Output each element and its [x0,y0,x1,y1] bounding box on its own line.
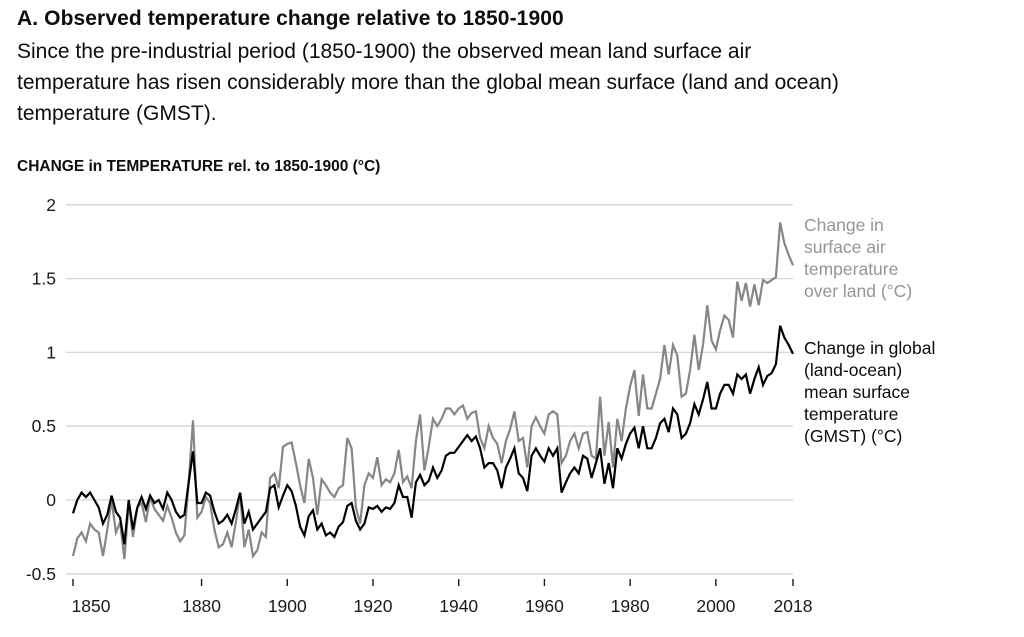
y-tick-label: 1 [46,342,56,362]
temperature-line-chart: 2 1.5 1 0.5 0 -0.5 1850 1880 1900 1920 1940 1960 198… [26,195,813,616]
text-line: temperature (GMST). [17,102,217,125]
x-tick-label: 1900 [268,596,307,616]
gmst-series-line [71,325,794,545]
x-tick-label: 1960 [525,596,564,616]
x-tick-label: 1880 [182,596,221,616]
x-tick-label: 1940 [439,596,478,616]
text-line: over land (°C) [804,281,913,301]
legend-gmst-series: Change in global (land-ocean) mean surface… [804,337,964,447]
text-line: temperature [804,404,899,424]
text-line: surface air [804,237,886,257]
text-line: temperature [804,259,899,279]
text-line: Change in [804,215,884,235]
text-line: temperature has risen considerably more … [17,71,839,94]
x-tick-label: 2018 [774,596,813,616]
text-line: (GMST) (°C) [804,426,903,446]
text-line: mean surface [804,382,911,402]
legend-land-series: Change in surface air temperature over land… [804,214,954,302]
y-tick-label: 0 [46,490,56,510]
y-tick-label: -0.5 [26,564,56,584]
x-tick-label: 2000 [696,596,735,616]
land-series-line [71,222,795,560]
y-axis-title: CHANGE in TEMPERATURE rel. to 1850-1900 … [17,158,381,175]
figure-title: A. Observed temperature change relative … [17,7,564,30]
y-tick-label: 0.5 [32,416,56,436]
x-tick-label: 1850 [72,596,111,616]
text-line: Change in global [804,338,936,358]
x-tick-label: 1920 [354,596,393,616]
y-tick-label: 1.5 [32,269,56,289]
text-line: (land-ocean) [804,360,903,380]
x-tick-label: 1980 [611,596,650,616]
y-tick-label: 2 [46,195,56,215]
figure-subtitle: Since the pre-industrial period (1850-19… [17,36,839,129]
text-line: Since the pre-industrial period (1850-19… [17,40,752,63]
